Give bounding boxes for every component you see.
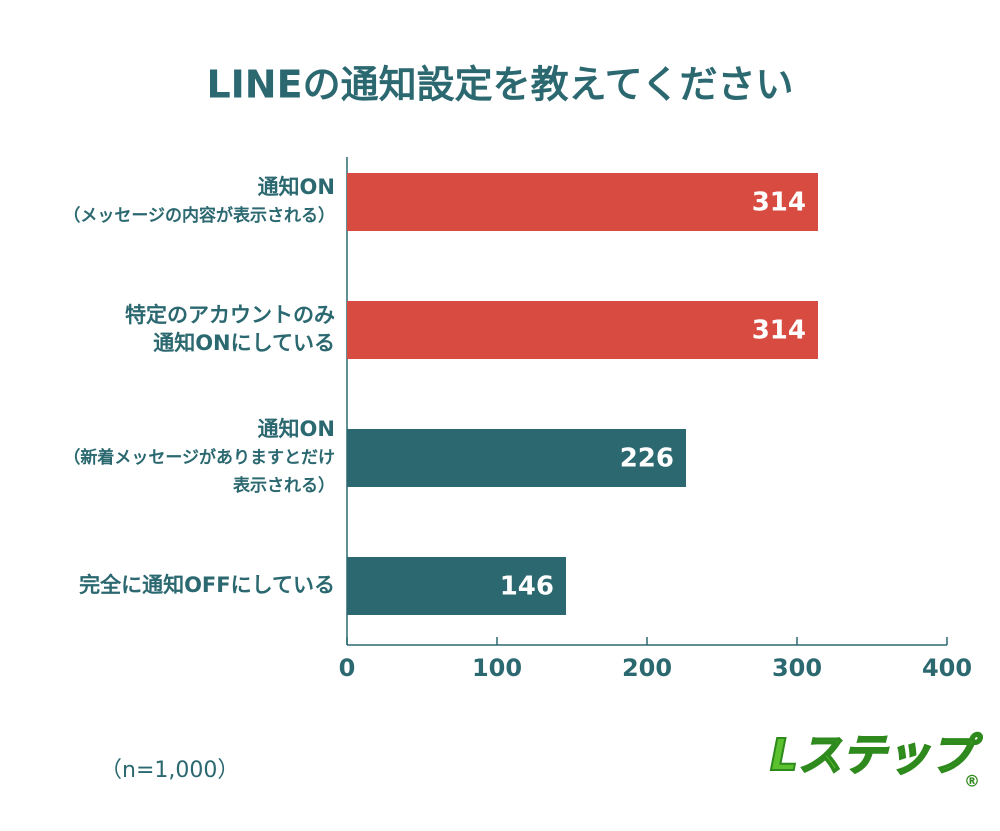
value-label: 314 — [752, 316, 806, 346]
x-tick-label: 100 — [472, 654, 522, 682]
bar — [347, 301, 818, 359]
y-tick-label: 通知ONにしている — [153, 331, 335, 355]
y-tick-label: （新着メッセージがありますとだけ — [63, 447, 335, 468]
chart-title: LINEの通知設定を教えてください — [206, 63, 793, 107]
y-tick-label: 通知ON — [258, 417, 335, 441]
value-label: 146 — [500, 572, 554, 602]
y-tick-label: 表示される） — [233, 475, 335, 496]
value-label: 314 — [752, 188, 806, 218]
x-tick-label: 400 — [922, 654, 972, 682]
value-label: 226 — [620, 444, 674, 474]
y-tick-label: 完全に通知OFFにしている — [79, 573, 335, 597]
logo: Lステップ — [770, 730, 983, 781]
y-tick-label: 通知ON — [258, 175, 335, 199]
note: （n=1,000） — [100, 758, 239, 783]
x-tick-label: 200 — [622, 654, 672, 682]
bar — [347, 429, 686, 487]
bar — [347, 173, 818, 231]
logo-mark: ® — [964, 772, 980, 791]
y-tick-label: 特定のアカウントのみ — [125, 303, 335, 327]
bar — [347, 557, 566, 615]
x-tick-label: 300 — [772, 654, 822, 682]
y-tick-label: （メッセージの内容が表示される） — [63, 205, 335, 226]
x-tick-label: 0 — [339, 654, 356, 682]
